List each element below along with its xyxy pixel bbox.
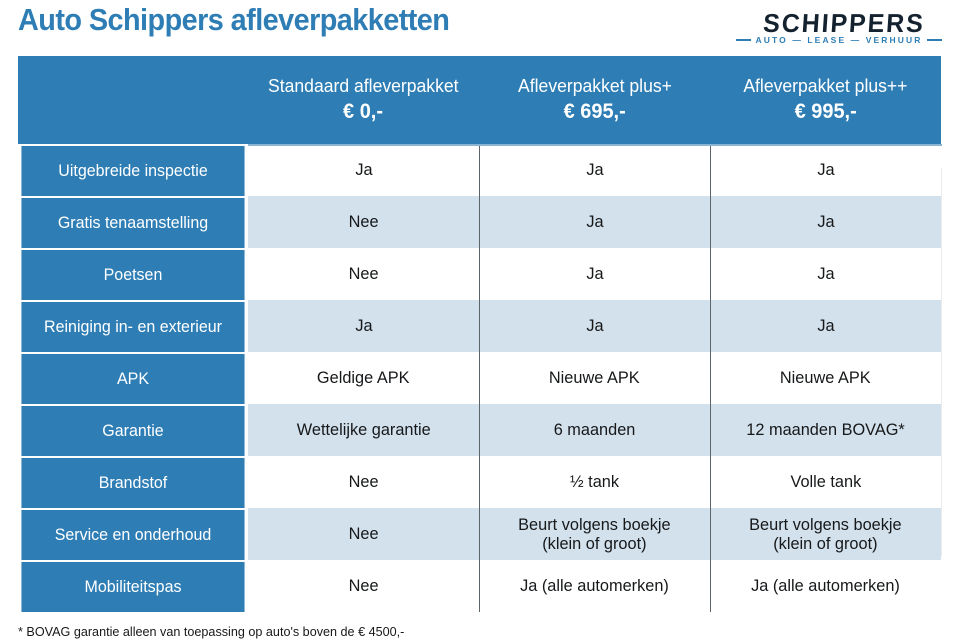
cell-value: Beurt volgens boekje (klein of groot): [749, 514, 902, 553]
table-cell: Nieuwe APK: [710, 352, 941, 404]
table-cell: Geldige APK: [248, 352, 479, 404]
cell-value: ½ tank: [569, 472, 619, 492]
cell-value: Geldige APK: [317, 368, 410, 388]
cell-value: 6 maanden: [553, 420, 636, 440]
table-row: Garantie Wettelijke garantie 6 maanden 12 m…: [18, 404, 942, 456]
table-corner-cell: [18, 56, 248, 144]
column-header-2: Afleverpakket plus+ € 695,-: [479, 56, 710, 144]
footnote-text: * BOVAG garantie alleen van toepassing o…: [18, 624, 405, 639]
logo-tagline: AUTO — LEASE — VERHUUR: [755, 35, 923, 45]
logo-rule-right: [927, 39, 943, 41]
cell-value: Ja: [816, 264, 835, 284]
cell-value: Wettelijke garantie: [296, 420, 431, 440]
cell-value: 12 maanden BOVAG*: [746, 420, 905, 440]
cell-value: Ja: [354, 316, 373, 336]
table-cell: Beurt volgens boekje (klein of groot): [710, 508, 941, 560]
cell-value: Nieuwe APK: [780, 368, 871, 388]
cell-value: Ja: [354, 160, 373, 180]
cell-value: Ja: [585, 160, 604, 180]
table-cell: Beurt volgens boekje (klein of groot): [479, 508, 710, 560]
row-label: Gratis tenaamstelling: [21, 196, 245, 248]
table-cell: Ja: [479, 300, 710, 352]
comparison-table: Standaard afleverpakket € 0,- Afleverpak…: [18, 56, 942, 612]
table-cell: ½ tank: [479, 456, 710, 508]
table-cell: Ja: [479, 196, 710, 248]
row-label: Service en onderhoud: [21, 508, 245, 560]
row-label: Brandstof: [21, 456, 245, 508]
table-row: APK Geldige APK Nieuwe APK Nieuwe APK: [18, 352, 942, 404]
table-cell: Ja: [248, 144, 479, 196]
table-grid: Standaard afleverpakket € 0,- Afleverpak…: [18, 56, 942, 612]
column-1-name: Standaard afleverpakket: [268, 75, 459, 97]
column-header-1: Standaard afleverpakket € 0,-: [248, 56, 479, 144]
logo-tagline-row: AUTO — LEASE — VERHUUR: [736, 35, 943, 45]
row-label: Poetsen: [21, 248, 245, 300]
table-row: Service en onderhoud Nee Beurt volgens boe…: [18, 508, 942, 560]
cell-value: Nieuwe APK: [549, 368, 640, 388]
column-3-name: Afleverpakket plus++: [743, 75, 908, 97]
row-label: Mobiliteitspas: [21, 560, 245, 612]
cell-value: Ja: [585, 316, 604, 336]
cell-value: Nee: [348, 212, 379, 232]
row-label: Uitgebreide inspectie: [21, 144, 245, 196]
cell-value: Ja (alle automerken): [520, 576, 669, 596]
column-2-name: Afleverpakket plus+: [517, 75, 672, 97]
schippers-logo: SCHIPPERS AUTO — LEASE — VERHUUR: [736, 8, 943, 48]
table-cell: Nee: [248, 456, 479, 508]
header-underline: [248, 144, 942, 146]
table-cell: Ja (alle automerken): [710, 560, 941, 612]
cell-value: Nee: [348, 472, 379, 492]
page-header: Auto Schippers afleverpakketten SCHIPPER…: [0, 0, 960, 56]
table-cell: Wettelijke garantie: [248, 404, 479, 456]
table-cell: Nee: [248, 248, 479, 300]
table-cell: Ja: [710, 300, 941, 352]
table-cell: Ja: [710, 144, 941, 196]
cell-value: Ja: [816, 316, 835, 336]
table-row: Poetsen Nee Ja Ja: [18, 248, 942, 300]
table-cell: 6 maanden: [479, 404, 710, 456]
table-row: Brandstof Nee ½ tank Volle tank: [18, 456, 942, 508]
table-cell: Ja: [479, 248, 710, 300]
page-title: Auto Schippers afleverpakketten: [18, 2, 450, 37]
table-cell: Ja (alle automerken): [479, 560, 710, 612]
column-1-price: € 0,-: [343, 100, 384, 124]
table-row: Uitgebreide inspectie Ja Ja Ja: [18, 144, 942, 196]
cell-value: Ja: [585, 212, 604, 232]
cell-value: Ja (alle automerken): [751, 576, 900, 596]
cell-value: Ja: [585, 264, 604, 284]
row-label: Garantie: [21, 404, 245, 456]
table-cell: Ja: [710, 248, 941, 300]
row-label: APK: [21, 352, 245, 404]
column-header-3: Afleverpakket plus++ € 995,-: [710, 56, 941, 144]
table-row: Reiniging in- en exterieur Ja Ja Ja: [18, 300, 942, 352]
cell-value: Beurt volgens boekje (klein of groot): [518, 514, 671, 553]
table-row: Gratis tenaamstelling Nee Ja Ja: [18, 196, 942, 248]
column-3-price: € 995,-: [794, 100, 857, 124]
cell-value: Ja: [816, 160, 835, 180]
table-cell: Volle tank: [710, 456, 941, 508]
cell-value: Volle tank: [790, 472, 861, 492]
table-cell: Nieuwe APK: [479, 352, 710, 404]
table-cell: Nee: [248, 508, 479, 560]
table-cell: Ja: [710, 196, 941, 248]
table-cell: Nee: [248, 560, 479, 612]
table-cell: Ja: [248, 300, 479, 352]
cell-value: Ja: [816, 212, 835, 232]
table-header-row: Standaard afleverpakket € 0,- Afleverpak…: [18, 56, 942, 144]
logo-rule-left: [736, 39, 751, 41]
table-cell: 12 maanden BOVAG*: [710, 404, 941, 456]
row-label: Reiniging in- en exterieur: [21, 300, 245, 352]
column-2-price: € 695,-: [563, 100, 626, 124]
table-cell: Ja: [479, 144, 710, 196]
cell-value: Nee: [348, 524, 379, 544]
cell-value: Nee: [348, 576, 379, 596]
cell-value: Nee: [348, 264, 379, 284]
table-row: Mobiliteitspas Nee Ja (alle automerken) Ja …: [18, 560, 942, 612]
table-cell: Nee: [248, 196, 479, 248]
table-body: Uitgebreide inspectie Ja Ja Ja Gratis tenaam…: [18, 144, 942, 612]
